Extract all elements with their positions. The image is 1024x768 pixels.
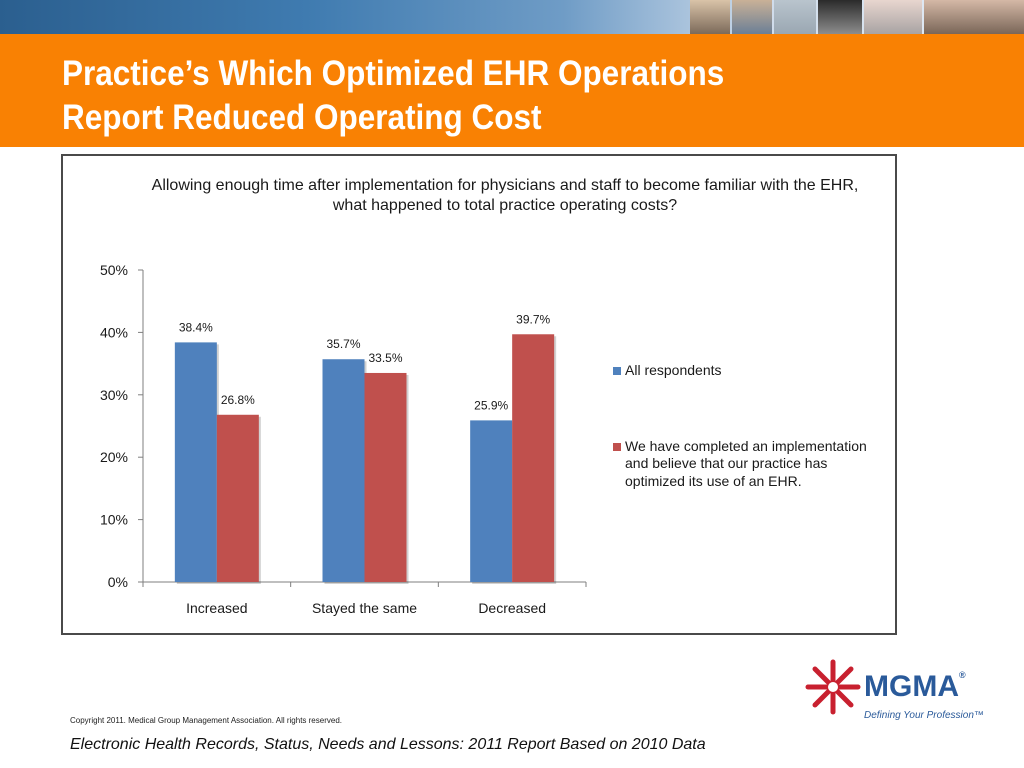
bar bbox=[470, 420, 513, 582]
bar bbox=[364, 372, 407, 582]
legend-item: We have completed an implementation and … bbox=[613, 438, 883, 491]
header-photo bbox=[864, 0, 922, 34]
y-tick-label: 0% bbox=[108, 574, 128, 590]
header-photo bbox=[774, 0, 816, 34]
y-tick-label: 10% bbox=[100, 512, 128, 528]
bar-value-label: 39.7% bbox=[516, 312, 550, 326]
x-tick-label: Increased bbox=[186, 600, 247, 616]
header-photo bbox=[732, 0, 772, 34]
bar-value-label: 26.8% bbox=[221, 393, 255, 407]
legend-swatch bbox=[613, 442, 621, 451]
bar-value-label: 35.7% bbox=[326, 337, 360, 351]
bar-value-label: 38.4% bbox=[179, 320, 213, 334]
legend-swatch bbox=[613, 367, 621, 375]
bar-value-label: 33.5% bbox=[368, 351, 402, 365]
slide-title-line: Report Reduced Operating Cost bbox=[62, 98, 542, 137]
mgma-wordmark: MGMA® bbox=[864, 670, 966, 703]
y-tick-label: 30% bbox=[100, 387, 128, 403]
title-band bbox=[0, 34, 1024, 147]
legend-item: All respondents bbox=[613, 362, 883, 380]
slide-title: Practice’s Which Optimized EHR Operation… bbox=[62, 52, 724, 140]
chart-legend: All respondents We have completed an imp… bbox=[613, 362, 883, 548]
mgma-tagline: Defining Your Profession™ bbox=[864, 710, 984, 721]
header-photo bbox=[924, 0, 1024, 34]
y-tick-label: 50% bbox=[100, 262, 128, 278]
bar-value-label: 25.9% bbox=[474, 398, 508, 412]
y-tick-label: 20% bbox=[100, 449, 128, 465]
mgma-star-icon bbox=[805, 659, 861, 715]
mgma-logo: MGMA® Defining Your Profession™ bbox=[802, 656, 984, 726]
legend-label: All respondents bbox=[625, 362, 722, 378]
legend-label: We have completed an implementation and … bbox=[625, 437, 867, 489]
chart-title: Allowing enough time after implementatio… bbox=[151, 177, 859, 214]
bar bbox=[216, 414, 259, 582]
header-photo-strip bbox=[0, 0, 1024, 34]
bar bbox=[322, 359, 365, 582]
x-tick-label: Stayed the same bbox=[312, 600, 417, 616]
copyright-notice: Copyright 2011. Medical Group Management… bbox=[70, 716, 342, 725]
header-photo bbox=[818, 0, 862, 34]
source-citation: Electronic Health Records, Status, Needs… bbox=[70, 736, 706, 753]
header-photo bbox=[690, 0, 730, 34]
slide-title-line: Practice’s Which Optimized EHR Operation… bbox=[62, 54, 725, 93]
x-tick-label: Decreased bbox=[478, 600, 546, 616]
y-tick-label: 40% bbox=[100, 324, 128, 340]
bar bbox=[512, 334, 555, 582]
bar bbox=[174, 342, 217, 582]
